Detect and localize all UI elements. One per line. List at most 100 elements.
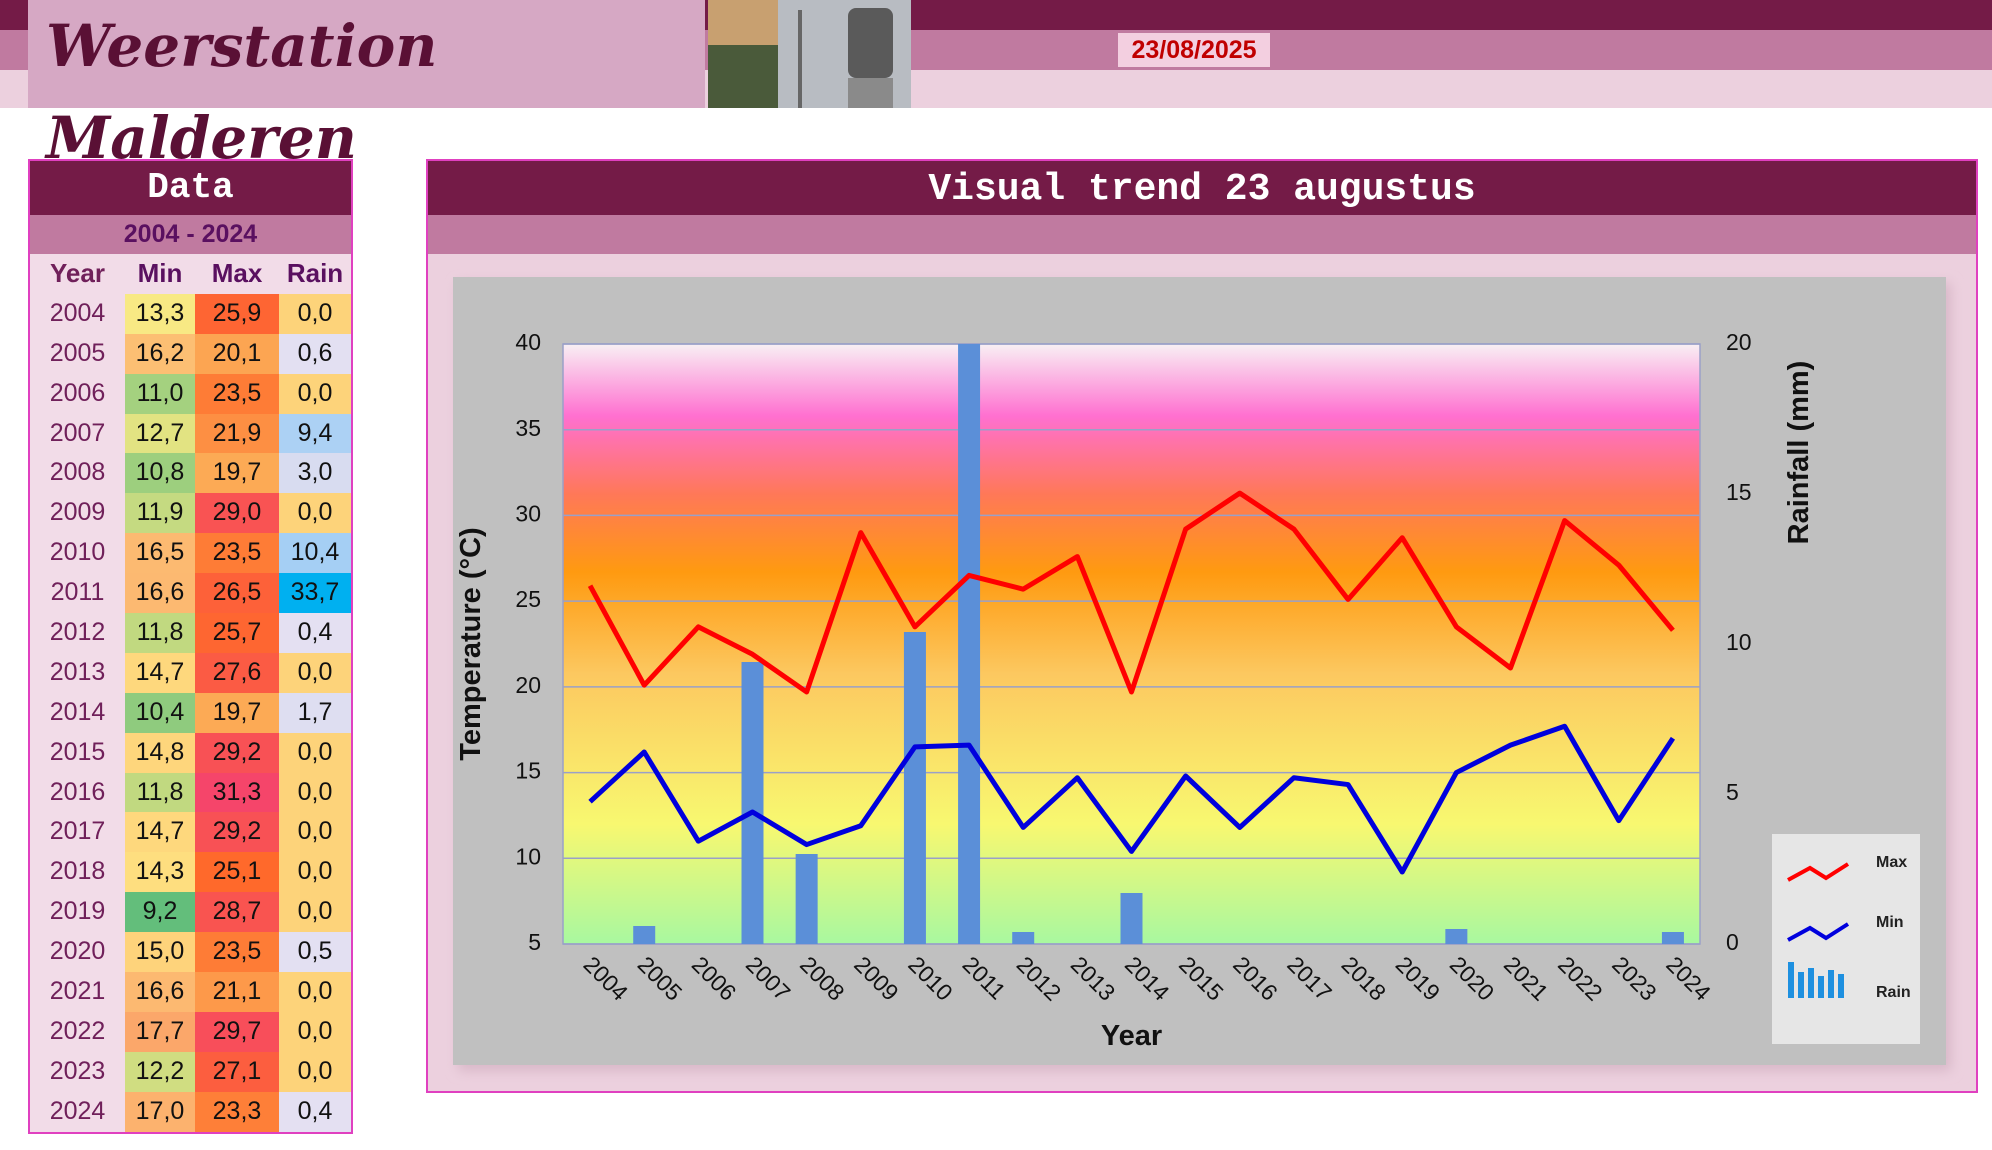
header: Weerstation Malderen 23/08/2025: [0, 0, 1992, 172]
table-row: 2011 16,6 26,5 33,7: [30, 573, 351, 614]
table-cell: 2015: [49, 737, 106, 766]
table-cell: 10,4: [279, 533, 351, 574]
table-cell: 31,3: [195, 772, 279, 813]
table-cell: 1,7: [279, 692, 351, 733]
y2-axis-title: Rainfall (mm): [1783, 361, 1815, 545]
table-cell: 0,0: [279, 732, 351, 773]
table-cell: 25,7: [195, 613, 279, 653]
table-row: 2018 14,3 25,1 0,0: [30, 852, 351, 893]
table-cell: 2018: [49, 857, 106, 886]
table-cell: 23,3: [195, 1091, 279, 1132]
table-cell: 20,1: [195, 333, 279, 374]
table-cell: 28,7: [195, 892, 279, 933]
table-cell: 29,7: [195, 1011, 279, 1052]
column-header: Year: [50, 258, 105, 288]
column-header: Min: [137, 258, 183, 288]
rain-bar: [958, 344, 981, 944]
table-cell: 10,8: [125, 453, 195, 494]
legend-label: Min: [1876, 914, 1904, 931]
table-cell: 2024: [49, 1096, 106, 1125]
legend-icon: [1798, 972, 1804, 998]
table-cell: 16,6: [125, 573, 195, 614]
legend-icon: [1787, 862, 1850, 882]
table-cell: 23,5: [195, 373, 279, 414]
table-row: 2009 11,9 29,0 0,0: [30, 493, 351, 534]
table-row: 2005 16,2 20,1 0,6: [30, 333, 351, 374]
chart-title: Visual trend 23 augustus: [928, 168, 1475, 211]
chart-panel: Visual trend 23 augustus 5 10 15 20 25 30 35 40…: [426, 159, 1978, 1093]
y-tick-label: 10: [515, 843, 541, 869]
column-header: Rain: [286, 258, 344, 288]
table-cell: 2011: [50, 578, 105, 607]
legend-icon: [1788, 962, 1794, 998]
rain-bar: [633, 926, 656, 944]
table-cell: 0,0: [279, 493, 351, 534]
table-cell: 0,0: [279, 892, 351, 933]
table-cell: 14,8: [125, 732, 195, 773]
table-cell: 26,5: [195, 573, 279, 614]
table-cell: 29,2: [195, 812, 279, 853]
table-cell: 12,2: [125, 1051, 195, 1092]
data-table: Data 2004 - 2024 Year Min Max Rain 2004 13,3…: [28, 159, 353, 1134]
table-cell: 0,0: [279, 972, 351, 1012]
legend-box: [1772, 834, 1920, 1044]
table-cell: 2016: [49, 777, 106, 806]
table-cell: 27,1: [195, 1051, 279, 1092]
y-tick-label: 40: [515, 329, 541, 355]
table-row: 2007 12,7 21,9 9,4: [30, 413, 351, 454]
rain-bar: [1120, 893, 1143, 944]
table-cell: 0,0: [279, 772, 351, 813]
table-cell: 14,3: [125, 852, 195, 893]
table-cell: 23,5: [195, 932, 279, 973]
header-photo: [708, 0, 911, 108]
y-tick-label: 15: [515, 758, 541, 784]
series-clip: [587, 344, 1684, 944]
table-cell: 0,0: [279, 373, 351, 414]
table-cell: 2009: [49, 498, 106, 527]
site-title: Weerstation Malderen: [28, 0, 705, 172]
rain-bar: [795, 854, 818, 944]
y2-tick-label: 5: [1726, 779, 1739, 805]
table-cell: 17,0: [125, 1091, 195, 1132]
table-cell: 15,0: [125, 932, 195, 973]
table-cell: 9,2: [125, 892, 195, 933]
rain-bar: [903, 632, 926, 944]
line-max: [587, 490, 1675, 695]
table-cell: 25,1: [195, 852, 279, 893]
legend-label: Max: [1876, 854, 1907, 871]
y-tick-label: 30: [515, 501, 541, 527]
table-cell: 0,0: [279, 812, 351, 853]
y-tick-label: 20: [515, 672, 541, 698]
legend-icon: [1828, 970, 1834, 998]
table-cell: 11,0: [125, 373, 195, 414]
table-cell: 14,7: [125, 812, 195, 853]
table-cell: 17,7: [125, 1011, 195, 1052]
table-cell: 16,5: [125, 533, 195, 574]
table-cell: 25,9: [195, 293, 279, 334]
y-tick-label: 25: [515, 586, 541, 612]
table-cell: 0,6: [279, 333, 351, 374]
table-cell: 0,0: [279, 1051, 351, 1092]
y-tick-label: 5: [528, 929, 541, 955]
table-title: Data: [30, 161, 351, 215]
table-cell: 2019: [49, 897, 106, 926]
table-cell: 0,0: [279, 652, 351, 693]
table-cell: 29,0: [195, 493, 279, 534]
rain-bar: [1661, 932, 1684, 944]
table-cell: 33,7: [279, 573, 351, 614]
table-cell: 2005: [49, 338, 106, 367]
table-row: 2019 9,2 28,7 0,0: [30, 892, 351, 933]
rain-bar: [1445, 929, 1468, 944]
table-cell: 19,7: [195, 692, 279, 733]
table-header: Year Min Max Rain: [30, 254, 351, 294]
rain-bar: [1012, 932, 1035, 944]
legend-icon: [1787, 922, 1850, 942]
table-cell: 3,0: [279, 453, 351, 494]
table-row: 2020 15,0 23,5 0,5: [30, 932, 351, 973]
table-cell: 23,5: [195, 533, 279, 574]
y2-tick-label: 0: [1726, 929, 1739, 955]
table-row: 2023 12,2 27,1 0,0: [30, 1051, 351, 1092]
table-row: 2013 14,7 27,6 0,0: [30, 652, 351, 693]
table-row: 2012 11,8 25,7 0,4: [30, 613, 351, 653]
